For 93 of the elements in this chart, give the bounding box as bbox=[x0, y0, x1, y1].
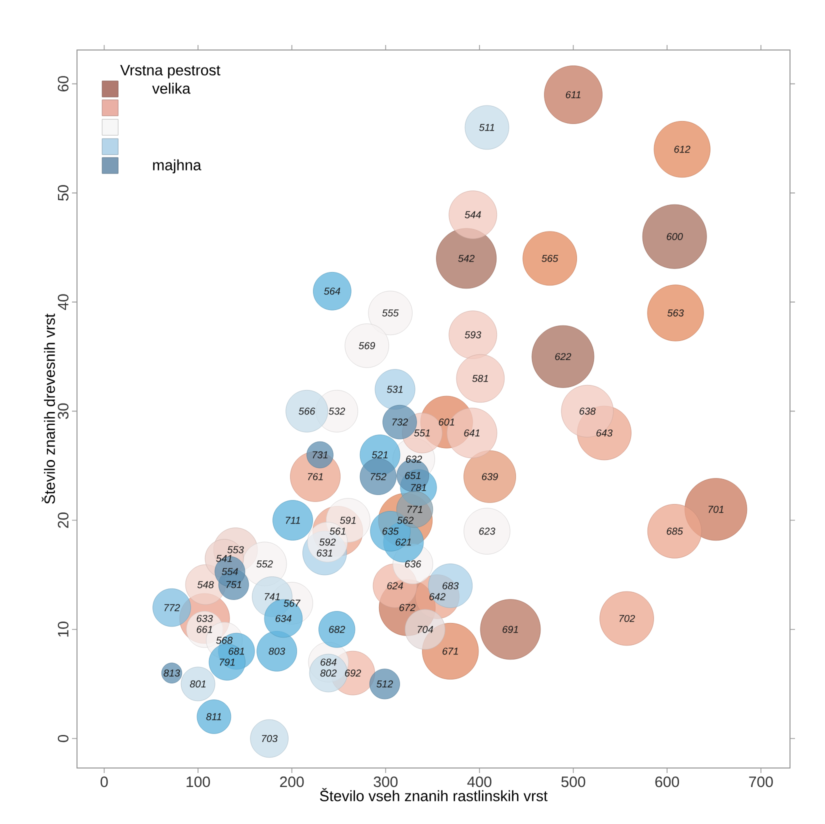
annotation: 564 bbox=[324, 288, 340, 295]
annotation: 672 bbox=[399, 604, 416, 612]
x-tick-label: 600 bbox=[655, 776, 680, 788]
annotation: 684 bbox=[320, 658, 336, 666]
annotation: 701 bbox=[708, 506, 724, 513]
annotation: 591 bbox=[340, 516, 356, 524]
legend-title: Vrstna pestrost bbox=[120, 64, 220, 78]
annotation: 761 bbox=[308, 473, 323, 480]
annotation: 623 bbox=[479, 528, 496, 535]
y-tick-label: 30 bbox=[58, 403, 68, 419]
annotation: 752 bbox=[370, 473, 386, 480]
x-tick-label: 700 bbox=[749, 776, 773, 788]
annotation: 622 bbox=[555, 353, 572, 360]
annotation: 704 bbox=[418, 626, 434, 633]
x-tick-label: 500 bbox=[561, 776, 586, 788]
annotation: 636 bbox=[405, 560, 422, 568]
annotation: 732 bbox=[392, 418, 408, 426]
annotation: 565 bbox=[542, 254, 558, 262]
annotation: 553 bbox=[227, 546, 244, 554]
annotation: 592 bbox=[319, 538, 336, 546]
annotation: 801 bbox=[190, 680, 206, 688]
annotation: 531 bbox=[386, 386, 403, 393]
annotation: 771 bbox=[407, 506, 422, 513]
annotation: 685 bbox=[666, 528, 683, 535]
annotation: 554 bbox=[222, 568, 238, 576]
annotation: 601 bbox=[438, 418, 454, 426]
annotation: 532 bbox=[328, 408, 346, 415]
legend-label: majhna bbox=[153, 159, 202, 174]
annotation: 813 bbox=[164, 670, 180, 677]
annotation: 803 bbox=[268, 648, 286, 655]
annotation: 635 bbox=[382, 528, 399, 535]
annotation: 683 bbox=[442, 582, 459, 590]
annotation: 544 bbox=[464, 211, 481, 218]
annotation: 711 bbox=[286, 516, 300, 524]
annotation: 682 bbox=[329, 626, 346, 633]
annotation: 633 bbox=[196, 614, 213, 622]
annotation: 702 bbox=[619, 614, 635, 622]
annotation: 569 bbox=[358, 342, 376, 350]
annotation: 811 bbox=[206, 713, 222, 720]
annotation: 731 bbox=[312, 451, 328, 458]
y-tick-label: 0 bbox=[58, 734, 68, 742]
annotation: 612 bbox=[674, 146, 690, 153]
annotation: 552 bbox=[256, 560, 273, 568]
annotation: 681 bbox=[228, 648, 244, 655]
annotation: 600 bbox=[666, 233, 683, 240]
annotation: 639 bbox=[482, 473, 498, 480]
y-tick-label: 40 bbox=[58, 294, 68, 310]
y-axis-title: Število znanih drevesnih vrst bbox=[42, 314, 55, 504]
annotation: 651 bbox=[405, 472, 420, 480]
y-tick-label: 20 bbox=[58, 512, 68, 528]
annotation: 641 bbox=[464, 429, 480, 437]
annotation: 631 bbox=[316, 549, 332, 557]
annotation: 542 bbox=[458, 254, 475, 262]
annotation: 741 bbox=[264, 593, 280, 600]
annotation: 692 bbox=[345, 670, 362, 677]
annotation: 562 bbox=[397, 516, 414, 524]
annotation: 581 bbox=[472, 374, 488, 382]
annotation: 634 bbox=[276, 614, 292, 622]
annotation: 642 bbox=[429, 593, 446, 600]
annotation: 521 bbox=[372, 451, 388, 458]
annotation: 691 bbox=[502, 626, 518, 633]
annotation: 791 bbox=[220, 658, 235, 666]
annotation: 611 bbox=[566, 91, 580, 98]
annotation: 638 bbox=[580, 408, 596, 415]
annotation: 561 bbox=[330, 528, 346, 535]
x-tick-label: 0 bbox=[100, 776, 108, 788]
annotation: 555 bbox=[382, 309, 399, 316]
x-tick-label: 400 bbox=[467, 776, 492, 788]
y-tick-label: 10 bbox=[58, 622, 68, 637]
annotation: 643 bbox=[596, 429, 612, 437]
annotation: 802 bbox=[320, 670, 337, 677]
y-tick-label: 60 bbox=[58, 76, 68, 92]
x-tick-label: 300 bbox=[374, 776, 398, 788]
y-tick-label: 50 bbox=[58, 185, 68, 201]
annotation: 751 bbox=[226, 581, 242, 588]
annotation: 563 bbox=[667, 309, 684, 316]
legend-label: velika bbox=[152, 82, 190, 94]
annotation: 566 bbox=[298, 408, 316, 415]
annotation: 621 bbox=[396, 538, 411, 546]
annotation: 512 bbox=[376, 680, 393, 688]
annotation: 671 bbox=[442, 648, 458, 655]
annotation: 703 bbox=[262, 734, 278, 742]
annotation: 772 bbox=[164, 604, 180, 612]
annotation: 593 bbox=[464, 331, 482, 338]
x-tick-label: 200 bbox=[280, 776, 304, 788]
annotation: 624 bbox=[387, 582, 404, 590]
x-axis-title: Število vseh znanih rastlinskih vrst bbox=[320, 788, 548, 802]
annotation: 551 bbox=[414, 430, 430, 436]
annotation: 548 bbox=[197, 581, 214, 588]
annotation: 511 bbox=[479, 124, 494, 131]
x-tick-label: 100 bbox=[186, 776, 210, 788]
annotation: 661 bbox=[196, 626, 212, 633]
annotation: 781 bbox=[411, 484, 426, 492]
